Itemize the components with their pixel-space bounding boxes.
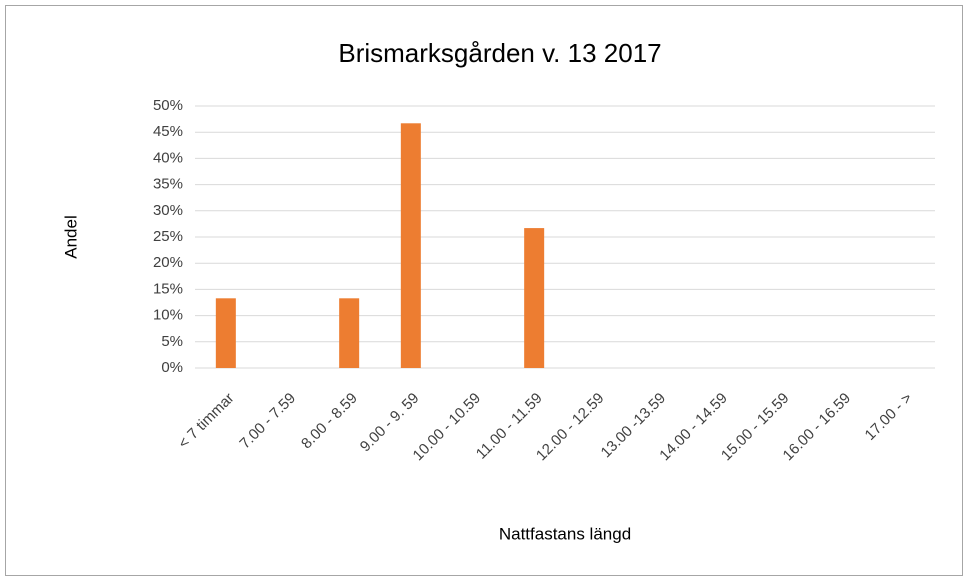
y-tick-label: 5%: [161, 333, 183, 350]
y-tick-label: 30%: [153, 202, 183, 219]
bar: [339, 298, 360, 368]
bar: [215, 298, 236, 368]
y-axis-label: Andel: [61, 215, 80, 258]
y-tick-label: 20%: [153, 254, 183, 271]
bar: [524, 228, 545, 368]
y-tick-label: 25%: [153, 228, 183, 245]
chart-border: [5, 5, 963, 576]
chart-title: Brismarksgården v. 13 2017: [338, 38, 661, 68]
y-tick-label: 0%: [161, 359, 183, 376]
y-tick-label: 35%: [153, 176, 183, 193]
y-tick-label: 50%: [153, 97, 183, 114]
bar: [400, 123, 421, 369]
y-tick-label: 15%: [153, 280, 183, 297]
y-tick-label: 10%: [153, 307, 183, 324]
y-tick-label: 45%: [153, 123, 183, 140]
x-axis-label: Nattfastans längd: [499, 524, 631, 543]
y-tick-label: 40%: [153, 149, 183, 166]
